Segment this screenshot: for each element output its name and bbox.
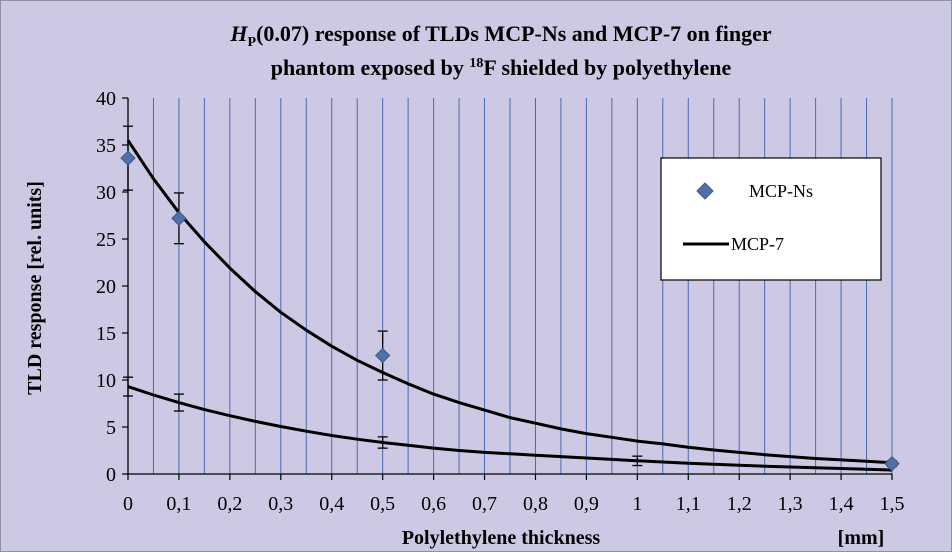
markers xyxy=(120,150,900,472)
y-axis-title: TLD response [rel. units] xyxy=(24,181,46,395)
x-tick-label: 0,1 xyxy=(166,493,191,515)
x-tick-label: 0,5 xyxy=(370,493,395,515)
grid-lines xyxy=(152,98,893,474)
data-point-mcp-ns xyxy=(884,455,900,472)
legend-label-mcp-ns: MCP-Ns xyxy=(749,181,813,201)
y-tick-label: 5 xyxy=(106,417,116,439)
x-tick-labels: 0 0,1 0,2 0,3 0,4 0,5 0,6 0,7 0,8 0,9 1 1,1 1,2 1,3 1,… xyxy=(123,474,905,515)
x-tick-label: 0 xyxy=(123,493,133,515)
y-tick-label: 20 xyxy=(96,276,116,298)
y-tick-label: 35 xyxy=(96,135,116,157)
x-axis-unit: [mm] xyxy=(838,527,885,549)
y-tick-labels: 0 5 10 15 20 25 30 35 40 xyxy=(96,88,128,486)
legend-marker-mcp-ns xyxy=(696,182,714,200)
y-tick-label: 25 xyxy=(96,229,116,251)
x-tick-label: 0,3 xyxy=(268,493,293,515)
x-tick-label: 1,1 xyxy=(676,493,701,515)
x-tick-label: 0,7 xyxy=(472,493,497,515)
x-axis-title: Polylethylene thickness xyxy=(402,527,601,549)
y-tick-label: 0 xyxy=(106,464,116,486)
x-tick-label: 0,9 xyxy=(574,493,599,515)
x-tick-label: 1,2 xyxy=(727,493,752,515)
x-tick-label: 0,2 xyxy=(217,493,242,515)
y-tick-label: 40 xyxy=(96,88,116,110)
legend-box xyxy=(660,157,882,281)
legend: MCP-Ns MCP-7 xyxy=(660,157,882,281)
x-tick-label: 1,3 xyxy=(778,493,803,515)
data-point-mcp-ns xyxy=(171,210,187,227)
x-tick-label: 1,4 xyxy=(829,493,854,515)
y-tick-label: 30 xyxy=(96,182,116,204)
y-tick-label: 15 xyxy=(96,323,116,345)
data-point-mcp-ns xyxy=(120,150,136,166)
chart-title-line-2: phantom exposed by 18F shielded by polye… xyxy=(271,55,732,80)
x-tick-label: 0,8 xyxy=(523,493,548,515)
curves xyxy=(126,139,893,472)
legend-label-mcp-7: MCP-7 xyxy=(731,234,784,254)
data-point-mcp-ns xyxy=(374,347,391,364)
x-tick-label: 0,4 xyxy=(319,493,344,515)
x-tick-label: 1 xyxy=(632,493,642,515)
curve-line-2 xyxy=(127,385,893,472)
chart-title-line-1: HP(0.07) response of TLDs MCP-Ns and MCP… xyxy=(229,21,771,50)
x-tick-label: 1,5 xyxy=(880,493,905,515)
x-tick-label: 0,6 xyxy=(421,493,446,515)
curve-line-1 xyxy=(126,139,893,465)
y-tick-label: 10 xyxy=(96,370,116,392)
